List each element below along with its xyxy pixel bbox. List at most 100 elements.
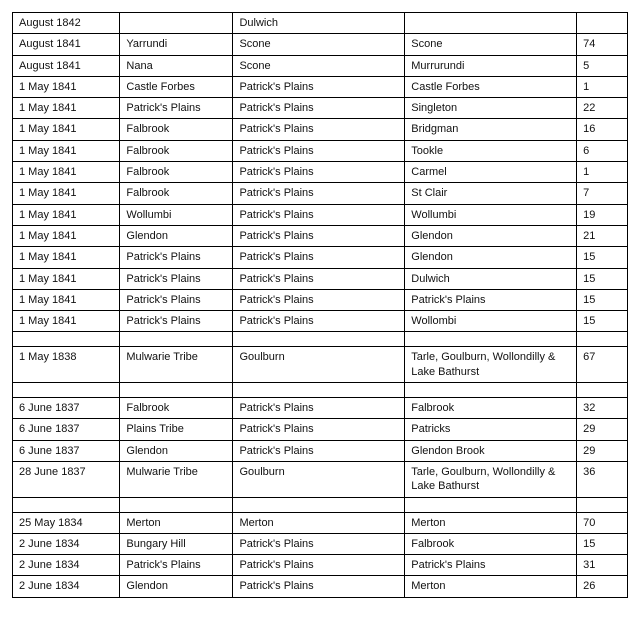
spacer-cell — [120, 332, 233, 347]
table-cell: Patrick's Plains — [233, 140, 405, 161]
table-cell: Patrick's Plains — [233, 268, 405, 289]
table-cell: 15 — [577, 311, 628, 332]
table-row: 1 May 1841WollumbiPatrick's PlainsWollum… — [13, 204, 628, 225]
records-tbody: August 1842Dulwich August 1841Yarrundi Sco… — [13, 13, 628, 598]
table-row: 2 June 1834Bungary HillPatrick's PlainsF… — [13, 533, 628, 554]
spacer-cell — [120, 497, 233, 512]
table-cell: Tookle — [405, 140, 577, 161]
table-cell: Patrick's Plains — [233, 398, 405, 419]
table-cell: 1 — [577, 162, 628, 183]
table-cell: Glendon — [120, 440, 233, 461]
table-cell: 1 May 1841 — [13, 162, 120, 183]
table-cell: Castle Forbes — [405, 76, 577, 97]
table-cell: Scone — [405, 34, 577, 55]
table-row: 6 June 1837Plains TribePatrick's PlainsP… — [13, 419, 628, 440]
table-row: 1 May 1841Patrick's PlainsPatrick's Plai… — [13, 289, 628, 310]
records-table: August 1842Dulwich August 1841Yarrundi Sco… — [12, 12, 628, 598]
table-row: 1 May 1841Patrick's PlainsPatrick's Plai… — [13, 311, 628, 332]
table-cell: Patrick's Plains — [233, 98, 405, 119]
spacer-cell — [577, 497, 628, 512]
table-cell: 5 — [577, 55, 628, 76]
table-cell: Glendon — [405, 225, 577, 246]
table-cell: Patrick's Plains — [405, 555, 577, 576]
table-cell: Merton — [405, 512, 577, 533]
table-cell: 1 May 1841 — [13, 119, 120, 140]
table-cell — [405, 13, 577, 34]
table-row: 1 May 1841FalbrookPatrick's PlainsTookle… — [13, 140, 628, 161]
table-cell: 15 — [577, 533, 628, 554]
spacer-cell — [13, 332, 120, 347]
table-cell: Glendon — [405, 247, 577, 268]
table-cell: 22 — [577, 98, 628, 119]
table-cell: Patrick's Plains — [233, 555, 405, 576]
table-cell: Carmel — [405, 162, 577, 183]
table-cell: 1 — [577, 76, 628, 97]
table-cell: 36 — [577, 461, 628, 497]
table-cell: 31 — [577, 555, 628, 576]
table-cell: 1 May 1841 — [13, 204, 120, 225]
table-cell: 1 May 1841 — [13, 140, 120, 161]
table-cell: Singleton — [405, 98, 577, 119]
table-cell: 6 June 1837 — [13, 440, 120, 461]
table-cell: Bungary Hill — [120, 533, 233, 554]
table-cell: 1 May 1838 — [13, 347, 120, 383]
table-cell: 6 June 1837 — [13, 398, 120, 419]
table-cell: 1 May 1841 — [13, 268, 120, 289]
table-cell: 2 June 1834 — [13, 576, 120, 597]
spacer-cell — [577, 383, 628, 398]
table-row: 1 May 1841Castle ForbesPatrick's PlainsC… — [13, 76, 628, 97]
table-cell: 29 — [577, 419, 628, 440]
table-cell: 15 — [577, 268, 628, 289]
table-cell: Patrick's Plains — [233, 419, 405, 440]
table-cell: Wollumbi — [405, 204, 577, 225]
spacer-cell — [233, 383, 405, 398]
table-row: August 1842Dulwich — [13, 13, 628, 34]
table-cell: 1 May 1841 — [13, 76, 120, 97]
table-row: August 1841NanaSconeMurrurundi5 — [13, 55, 628, 76]
table-cell: Murrurundi — [405, 55, 577, 76]
spacer-cell — [405, 332, 577, 347]
table-cell: Glendon — [120, 576, 233, 597]
table-cell: Yarrundi — [120, 34, 233, 55]
table-row: 1 May 1841Patrick's PlainsPatrick's Plai… — [13, 268, 628, 289]
table-row: 1 May 1841FalbrookPatrick's PlainsSt Cla… — [13, 183, 628, 204]
table-cell: 19 — [577, 204, 628, 225]
spacer-cell — [233, 497, 405, 512]
table-cell: 2 June 1834 — [13, 533, 120, 554]
table-cell: Patrick's Plains — [233, 289, 405, 310]
table-cell: 15 — [577, 289, 628, 310]
table-cell: Patricks — [405, 419, 577, 440]
table-cell — [577, 13, 628, 34]
table-cell: August 1842 — [13, 13, 120, 34]
spacer-cell — [405, 497, 577, 512]
table-cell: 7 — [577, 183, 628, 204]
table-cell: 2 June 1834 — [13, 555, 120, 576]
table-cell: Falbrook — [405, 398, 577, 419]
table-cell: Goulburn — [233, 461, 405, 497]
table-cell: 1 May 1841 — [13, 183, 120, 204]
table-cell: Tarle, Goulburn, Wollondilly & Lake Bath… — [405, 461, 577, 497]
table-cell — [120, 13, 233, 34]
table-row: 28 June 1837Mulwarie TribeGoulburnTarle,… — [13, 461, 628, 497]
table-cell: August 1841 — [13, 55, 120, 76]
table-cell: Nana — [120, 55, 233, 76]
table-cell: Patrick's Plains — [233, 204, 405, 225]
table-cell: 6 — [577, 140, 628, 161]
table-cell: Mulwarie Tribe — [120, 347, 233, 383]
table-cell: Patrick's Plains — [120, 268, 233, 289]
table-cell: Merton — [233, 512, 405, 533]
table-cell: Patrick's Plains — [120, 247, 233, 268]
table-row: 6 June 1837FalbrookPatrick's PlainsFalbr… — [13, 398, 628, 419]
table-cell: Falbrook — [120, 183, 233, 204]
table-cell: Wollumbi — [120, 204, 233, 225]
table-row: 6 June 1837GlendonPatrick's PlainsGlendo… — [13, 440, 628, 461]
table-cell: 15 — [577, 247, 628, 268]
spacer-cell — [13, 497, 120, 512]
table-cell: Merton — [120, 512, 233, 533]
table-cell: 32 — [577, 398, 628, 419]
table-cell: Tarle, Goulburn, Wollondilly & Lake Bath… — [405, 347, 577, 383]
table-row: August 1841YarrundiSconeScone74 — [13, 34, 628, 55]
spacer-cell — [405, 383, 577, 398]
table-row: 1 May 1838Mulwarie TribeGoulburnTarle, G… — [13, 347, 628, 383]
table-spacer-row — [13, 383, 628, 398]
